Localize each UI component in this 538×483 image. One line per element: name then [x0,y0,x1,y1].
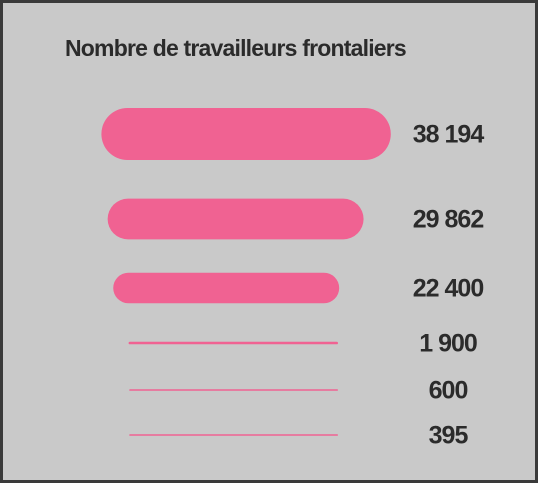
value-label: 29 862 [413,206,484,234]
value-label: 395 [429,422,469,450]
bar [128,341,338,345]
value-label: 600 [429,377,468,405]
chart-title: Nombre de travailleurs frontaliers [65,35,406,61]
value-label: 38 194 [413,121,485,149]
bar [101,108,391,160]
bar [113,272,340,304]
value-label: 22 400 [413,275,484,303]
bar [129,389,338,391]
bar [107,198,364,240]
bar [129,434,338,436]
value-label: 1 900 [419,330,477,358]
